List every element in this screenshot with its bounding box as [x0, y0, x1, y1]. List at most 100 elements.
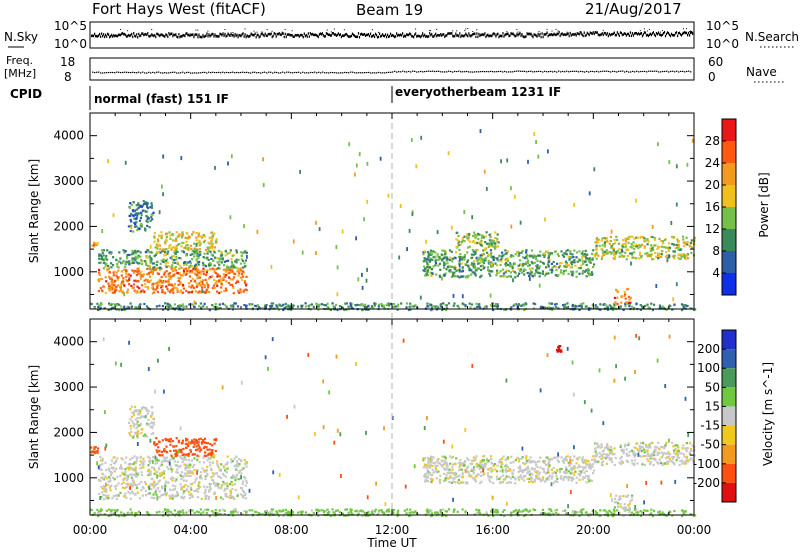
echo-cell [159, 454, 162, 457]
echo-cell [148, 469, 151, 472]
noise-point [433, 35, 435, 38]
noise-point [490, 34, 492, 38]
echo-cell [105, 488, 108, 491]
echo-cell [137, 410, 141, 413]
noise-point [316, 34, 318, 38]
echo-cell [429, 257, 432, 260]
echo-cell [434, 258, 437, 261]
echo-cell [152, 456, 155, 459]
echo-cell [130, 467, 133, 470]
freq-point [328, 72, 330, 74]
echo-cell [501, 251, 504, 254]
noise-point [686, 33, 689, 37]
noise-point [223, 34, 225, 38]
echo-cell [171, 264, 174, 267]
echo-cell [161, 289, 164, 292]
freq-point [388, 71, 390, 73]
freq-point [620, 70, 622, 72]
echo-cell [613, 257, 616, 261]
noise-point [185, 32, 187, 36]
echo-cell [180, 478, 183, 481]
echo-cell [191, 509, 194, 512]
echo-cell [205, 271, 208, 274]
echo-cell [112, 462, 115, 465]
echo-cell [128, 214, 131, 217]
echo-cell [560, 269, 563, 272]
noise-point [538, 31, 540, 33]
noise-point [449, 32, 451, 35]
echo-cell [271, 302, 275, 305]
freq-point [642, 70, 644, 73]
echo-cell [485, 256, 488, 259]
freq-point [178, 72, 180, 74]
echo-cell [198, 239, 201, 242]
echo-cell [192, 305, 196, 308]
freq-point [644, 70, 646, 73]
freq-point [442, 71, 444, 73]
echo-cell [224, 475, 228, 478]
noise-point [400, 33, 402, 36]
noise-point [102, 34, 104, 38]
noise-point [155, 35, 157, 39]
echo-cell [216, 284, 219, 287]
echo-cell [241, 278, 244, 281]
echo-cell [189, 270, 192, 273]
power-y-axis-label: Slant Range [km] [27, 159, 41, 263]
echo-cell [509, 265, 513, 268]
echo-cell [190, 488, 193, 491]
echo-cell [536, 254, 540, 257]
echo-cell [492, 255, 495, 258]
echo-cell [207, 490, 211, 493]
echo-cell [429, 253, 432, 256]
noise-point [579, 31, 581, 34]
echo-cell [211, 238, 214, 241]
echo-cell [138, 409, 141, 412]
freq-point [312, 71, 314, 74]
noise-point [284, 32, 286, 36]
noise-point [641, 34, 644, 38]
noise-point [430, 33, 432, 37]
echo-cell [344, 508, 347, 511]
echo-cell [188, 509, 191, 512]
echo-cell [262, 183, 265, 188]
echo-cell [135, 459, 138, 462]
echo-cell [285, 305, 288, 308]
noise-point [451, 32, 453, 35]
echo-cell [156, 260, 159, 263]
echo-cell [366, 161, 369, 166]
freq-point [186, 71, 188, 74]
noise-point [609, 33, 611, 37]
echo-cell [165, 511, 168, 514]
echo-cell [181, 509, 184, 512]
noise-point [264, 32, 266, 36]
echo-cell [482, 236, 485, 239]
echo-cell [619, 305, 623, 308]
echo-cell [162, 154, 165, 159]
echo-cell [128, 278, 131, 281]
echo-cell [643, 245, 646, 248]
echo-cell [107, 514, 110, 517]
echo-cell [130, 203, 133, 207]
echo-cell [214, 308, 217, 311]
echo-cell [100, 258, 103, 261]
echo-cell [345, 302, 348, 305]
echo-cell [629, 252, 632, 255]
noise-point [361, 33, 364, 36]
echo-cell [300, 511, 303, 514]
echo-cell [595, 237, 598, 240]
echo-cell [438, 262, 441, 265]
noise-point [339, 33, 342, 36]
noise-point [302, 35, 304, 39]
noise-point [178, 32, 180, 36]
echo-cell [230, 511, 233, 514]
echo-cell [538, 275, 541, 278]
echo-cell [239, 262, 243, 265]
echo-cell [468, 302, 471, 305]
echo-cell [315, 220, 317, 225]
echo-cell [139, 456, 142, 459]
noise-point [337, 32, 340, 35]
echo-cell [455, 269, 458, 272]
echo-cell [640, 255, 643, 258]
noise-point [491, 34, 493, 38]
echo-cell [158, 234, 161, 238]
